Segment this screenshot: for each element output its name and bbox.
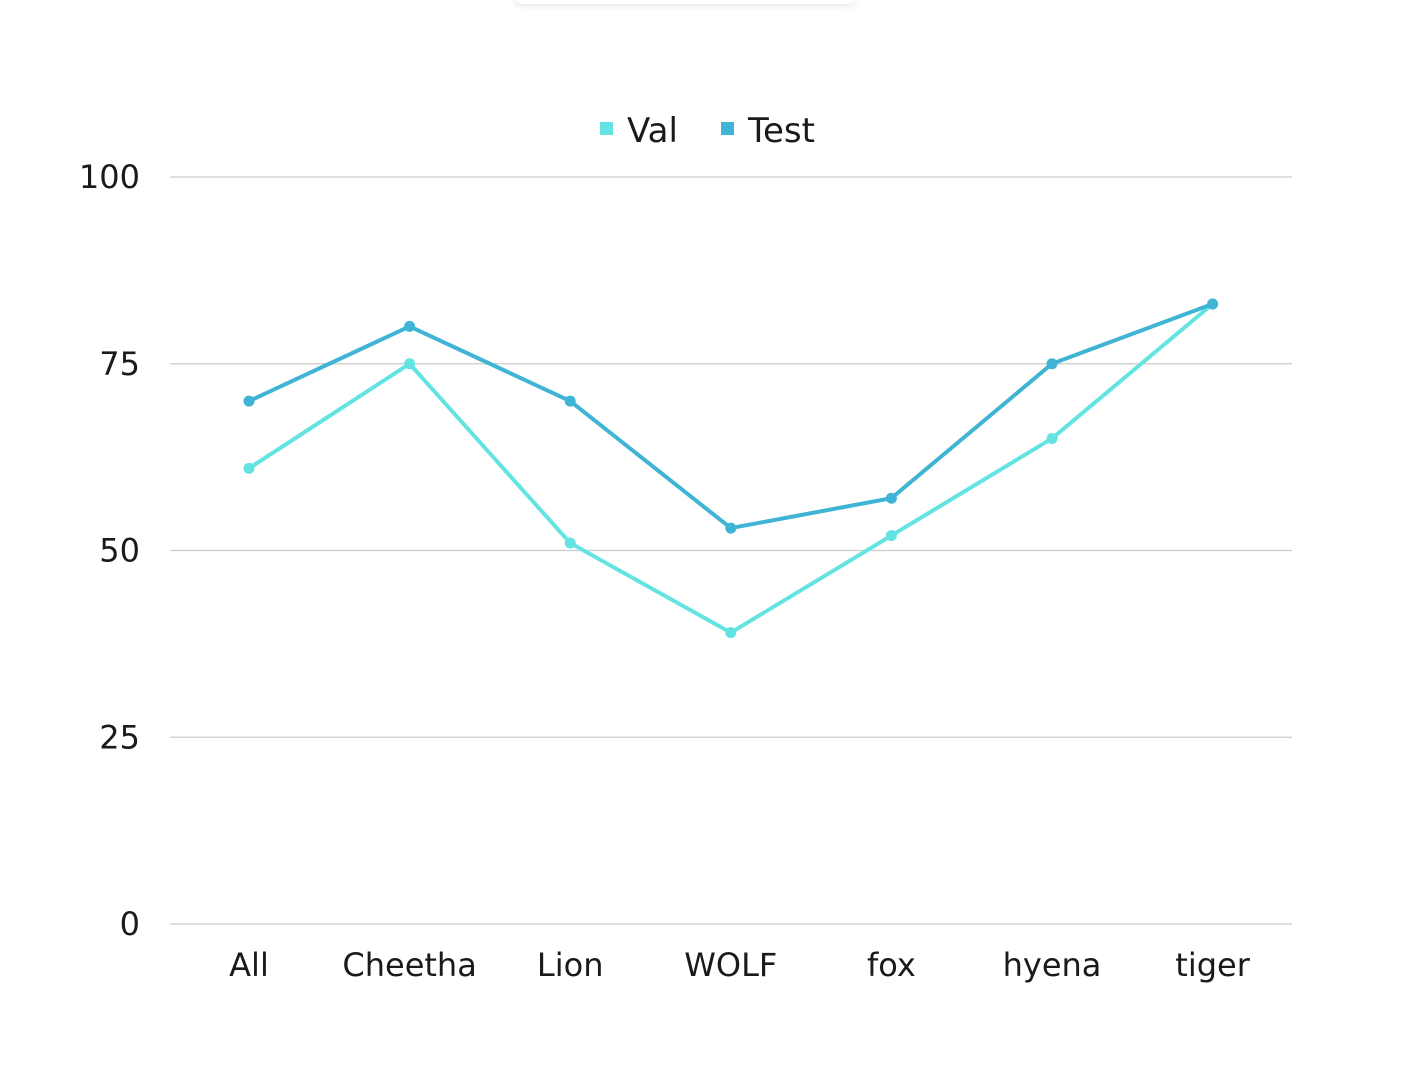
data-point-test-cheetha bbox=[404, 320, 416, 332]
x-tick-label: Lion bbox=[537, 946, 604, 984]
legend-label-val: Val bbox=[627, 111, 678, 151]
y-tick-label: 25 bbox=[99, 718, 140, 756]
top-panel-shadow bbox=[515, 0, 855, 4]
data-point-test-lion bbox=[564, 395, 576, 407]
x-axis-tick-labels: All Cheetha Lion WOLF fox hyena tiger bbox=[229, 946, 1251, 984]
data-point-val-lion bbox=[564, 537, 576, 549]
y-axis-tick-labels: 0 25 50 75 100 bbox=[79, 158, 140, 943]
data-point-val-cheetha bbox=[404, 358, 416, 370]
x-tick-label: WOLF bbox=[684, 946, 777, 984]
data-point-test-fox bbox=[885, 492, 897, 504]
series-lines bbox=[243, 298, 1219, 639]
legend-label-test: Test bbox=[747, 111, 815, 151]
legend-swatch-val bbox=[600, 122, 613, 135]
x-tick-label: fox bbox=[867, 946, 916, 984]
x-tick-label: All bbox=[229, 946, 269, 984]
x-tick-label: Cheetha bbox=[342, 946, 476, 984]
data-point-test-all bbox=[243, 395, 255, 407]
legend: Val Test bbox=[600, 111, 815, 151]
y-tick-label: 0 bbox=[120, 905, 140, 943]
y-tick-label: 100 bbox=[79, 158, 140, 196]
grid-lines bbox=[170, 176, 1292, 925]
data-point-val-wolf bbox=[725, 627, 737, 639]
series-line-val bbox=[247, 301, 1215, 635]
data-point-val-all bbox=[243, 462, 255, 474]
x-tick-label: tiger bbox=[1175, 946, 1250, 984]
y-tick-label: 50 bbox=[99, 532, 140, 570]
data-point-test-wolf bbox=[725, 522, 737, 534]
data-point-test-hyena bbox=[1046, 358, 1058, 370]
series-line-test bbox=[247, 301, 1215, 531]
legend-swatch-test bbox=[721, 122, 734, 135]
data-point-val-fox bbox=[885, 530, 897, 542]
data-point-val-hyena bbox=[1046, 432, 1058, 444]
y-tick-label: 75 bbox=[99, 345, 140, 383]
x-tick-label: hyena bbox=[1003, 946, 1102, 984]
data-point-test-tiger bbox=[1207, 298, 1219, 310]
